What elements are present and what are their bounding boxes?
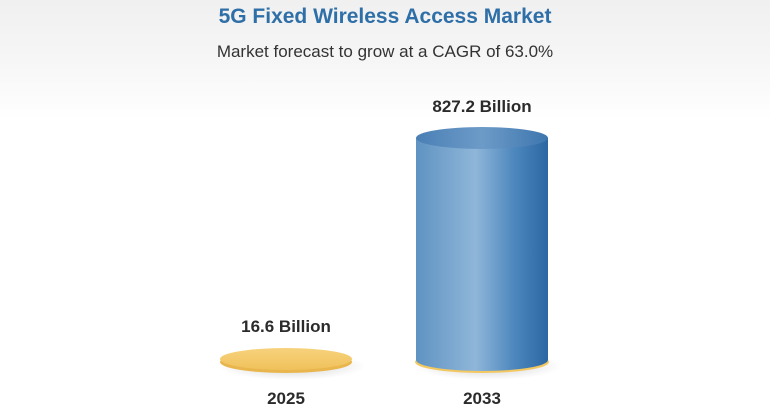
chart-title: 5G Fixed Wireless Access Market [218,5,552,28]
bar-top-2033 [416,127,548,149]
value-label-2033: 827.2 Billion [432,97,531,116]
bar-2033 [416,138,548,371]
value-label-2025: 16.6 Billion [241,317,331,336]
bar-2025 [220,348,352,370]
category-label-2025: 2025 [267,389,305,408]
chart-subtitle: Market forecast to grow at a CAGR of 63.… [216,42,554,61]
category-label-2033: 2033 [463,389,501,408]
